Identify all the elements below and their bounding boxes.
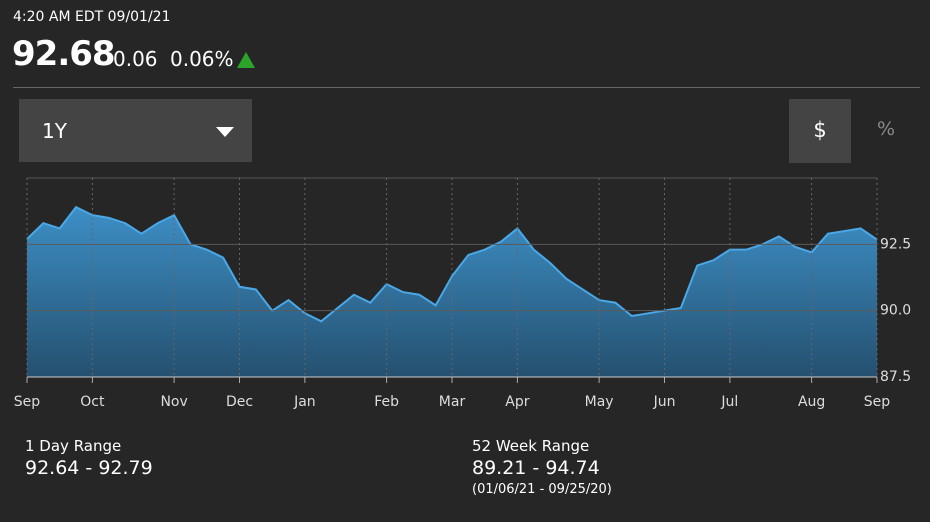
area-line	[26, 205, 878, 323]
x-tick-label: Nov	[160, 394, 187, 410]
x-tick-label: May	[585, 394, 614, 410]
y-tick-label: 87.5	[880, 369, 911, 385]
dropdown-caret	[216, 127, 234, 137]
x-tick-label: Jul	[720, 394, 738, 410]
divider	[13, 87, 920, 88]
x-tick-label: Apr	[505, 394, 529, 410]
stat-note: (01/06/21 - 09/25/20)	[472, 482, 612, 497]
dollar-button[interactable]: $	[789, 99, 851, 163]
x-tick-label: Sep	[864, 394, 891, 410]
area-fill	[27, 207, 877, 377]
stat-label: 1 Day Range	[25, 437, 122, 455]
price: 92.68	[12, 34, 116, 74]
y-tick-label: 92.5	[880, 236, 911, 252]
range-dropdown[interactable]: 1Y	[19, 99, 252, 162]
timestamp: 4:20 AM EDT 09/01/21	[13, 9, 171, 25]
stat-label: 52 Week Range	[472, 437, 590, 455]
stat-value: 92.64 - 92.79	[25, 457, 153, 479]
x-tick-label: Oct	[80, 394, 105, 410]
range-label: 1Y	[42, 119, 67, 143]
x-tick-label: Jan	[293, 394, 316, 410]
x-tick-label: Feb	[374, 394, 399, 410]
x-tick-label: Sep	[14, 394, 41, 410]
up-arrow	[237, 52, 255, 68]
percent-button[interactable]: %	[877, 118, 896, 140]
chart: 87.5 90.0 92.5 Sep Oct Nov Dec Jan Feb Mar Apr May J…	[14, 177, 911, 410]
x-tick-label: Aug	[798, 394, 825, 410]
x-tick-label: Mar	[439, 394, 466, 410]
change-pct: 0.06%	[170, 47, 234, 71]
change: 0.06	[113, 47, 158, 71]
stat-value: 89.21 - 94.74	[472, 457, 600, 479]
y-tick-label: 90.0	[880, 303, 911, 319]
x-tick-label: Jun	[653, 394, 676, 410]
x-tick-label: Dec	[226, 394, 253, 410]
